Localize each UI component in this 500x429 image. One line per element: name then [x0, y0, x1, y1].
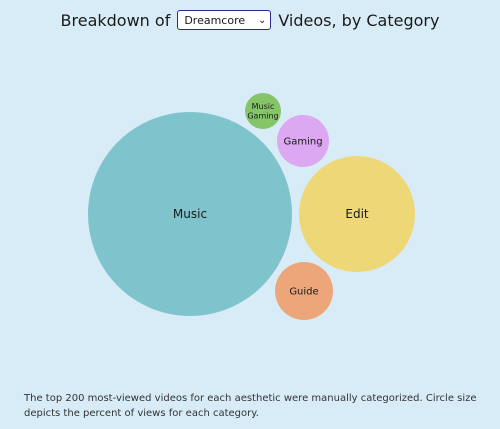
- bubble-label-music-gaming: Music Gaming: [247, 102, 278, 120]
- bubble-label-guide: Guide: [289, 287, 318, 298]
- bubble-label-gaming: Gaming: [283, 137, 322, 148]
- bubble-edit[interactable]: [299, 156, 415, 272]
- title-prefix: Breakdown of: [60, 10, 171, 30]
- bubble-label-edit: Edit: [345, 207, 369, 221]
- aesthetic-select-value: Dreamcore: [184, 13, 246, 27]
- aesthetic-select[interactable]: Dreamcore ⌄: [177, 10, 272, 30]
- bubble-music[interactable]: [88, 112, 292, 316]
- bubble-gaming[interactable]: [277, 115, 329, 167]
- bubble-music-gaming[interactable]: [245, 93, 281, 129]
- chart-header: Breakdown of Dreamcore ⌄ Videos, by Cate…: [0, 10, 500, 30]
- chevron-down-icon: ⌄: [257, 14, 267, 26]
- footnote: The top 200 most-viewed videos for each …: [24, 393, 477, 419]
- bubble-guide[interactable]: [275, 262, 333, 320]
- title-suffix: Videos, by Category: [278, 10, 440, 30]
- bubble-label-music: Music: [173, 207, 207, 221]
